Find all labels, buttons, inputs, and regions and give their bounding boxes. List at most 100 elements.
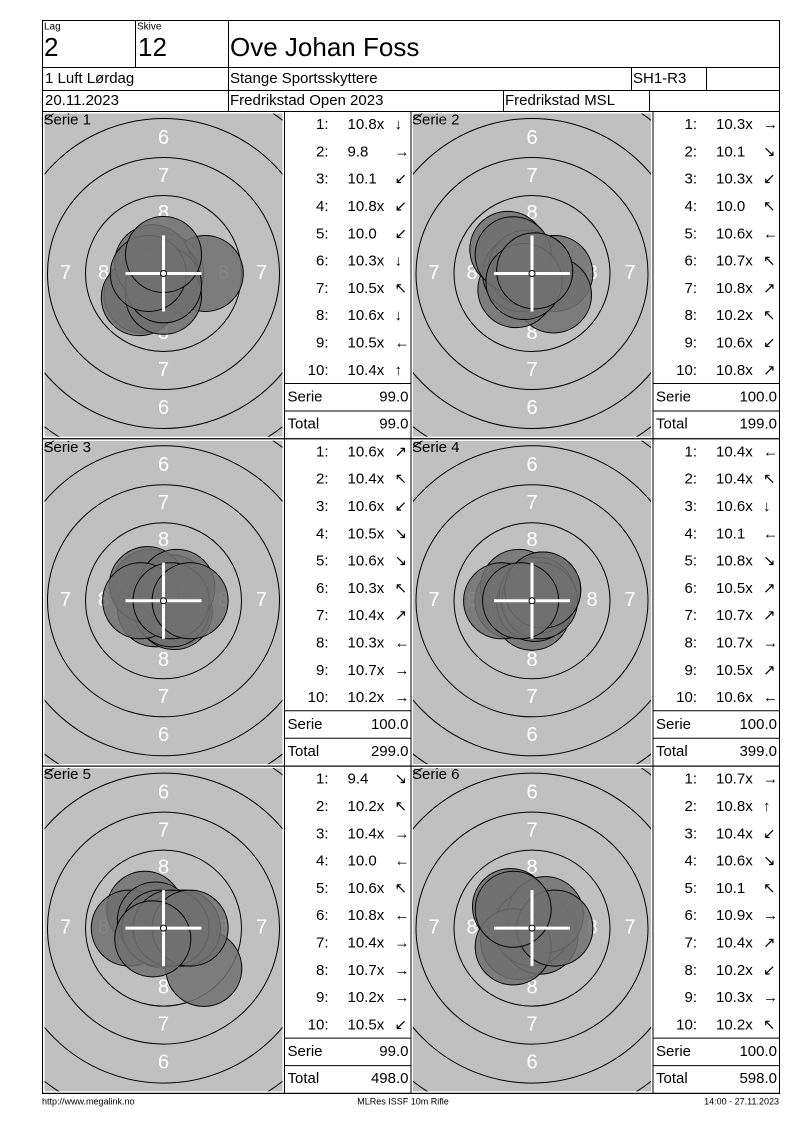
shot-number: 2:: [316, 471, 329, 488]
shot-direction: ↗: [763, 934, 776, 951]
ring: [415, 811, 649, 1045]
shot-number: 3:: [684, 825, 697, 842]
ring-label: 6: [526, 724, 537, 746]
serie-score: 100.0: [371, 716, 409, 733]
serie-score: 100.0: [739, 388, 777, 405]
shot-direction: ↙: [763, 962, 776, 979]
shot-number: 7:: [684, 607, 697, 624]
shot-direction: ↘: [763, 853, 776, 870]
shot-direction: ↖: [395, 798, 408, 815]
total-label: Total: [656, 1070, 688, 1087]
shot-number: 9:: [684, 334, 697, 351]
shot-number: 10:: [676, 362, 697, 379]
ring: [453, 195, 611, 352]
shot-score: 10.6x: [348, 498, 385, 515]
shot-number: 1:: [316, 771, 329, 788]
shot-number: 6:: [316, 907, 329, 924]
shot-score: 10.4x: [716, 471, 753, 488]
shot-score: 10.4x: [348, 825, 385, 842]
shot-score: 10.0: [348, 853, 377, 870]
shot-score: 10.5x: [348, 1016, 385, 1033]
shot-score: 10.7x: [716, 607, 753, 624]
shot-direction: ↘: [763, 553, 776, 570]
skive-label: Skive: [137, 22, 162, 33]
shot-score: 10.6x: [348, 553, 385, 570]
shot-score: 10.6x: [716, 334, 753, 351]
series-title: Serie 1: [44, 111, 92, 128]
shot-score: 10.3x: [348, 253, 385, 270]
shot-direction: →: [395, 934, 410, 951]
ring-label: 7: [624, 589, 635, 611]
shot-number: 2:: [316, 798, 329, 815]
shot-number: 2:: [684, 798, 697, 815]
serie-score: 100.0: [739, 1043, 777, 1060]
club: Stange Sportsskyttere: [230, 70, 378, 87]
shot-score: 9.8: [348, 143, 369, 160]
shot-score: 10.6x: [716, 853, 753, 870]
ring-label: 8: [586, 589, 597, 611]
shot-direction: ↙: [763, 171, 776, 188]
ring-label: 7: [256, 262, 267, 284]
shot-direction: ↗: [395, 443, 408, 460]
shot-number: 3:: [684, 498, 697, 515]
shot-number: 10:: [308, 689, 329, 706]
shot-score: 10.5x: [348, 280, 385, 297]
center: [160, 597, 167, 605]
shot-number: 9:: [684, 989, 697, 1006]
center: [528, 597, 536, 605]
shot-number: 3:: [684, 171, 697, 188]
target: 6677778888: [44, 440, 283, 765]
total-label: Total: [656, 743, 688, 760]
serie-label: Serie: [656, 388, 691, 405]
total-score: 598.0: [739, 1070, 777, 1087]
shot-direction: ↑: [395, 362, 403, 379]
target: 6677778888: [44, 768, 283, 1092]
serie-label: Serie: [288, 1043, 323, 1060]
shot-direction: ↓: [763, 498, 771, 515]
shot-direction: ↖: [763, 307, 776, 324]
ring-label: 8: [158, 202, 169, 224]
shot-direction: ←: [395, 334, 410, 351]
target: 6677778888: [413, 113, 651, 437]
shot-hole: [496, 232, 574, 310]
shot-score: 10.8x: [716, 553, 753, 570]
shot-number: 10:: [308, 1016, 329, 1033]
shot-number: 4:: [316, 198, 329, 215]
shot-score: 10.2x: [716, 307, 753, 324]
shot-direction: ←: [395, 634, 410, 651]
shot-score: 10.2x: [716, 962, 753, 979]
shot-number: 9:: [316, 334, 329, 351]
shot-number: 5:: [684, 553, 697, 570]
code: SH1-R3: [633, 70, 686, 87]
shot-number: 5:: [684, 880, 697, 897]
class: 1 Luft Lørdag: [45, 70, 134, 87]
shooter-name: Ove Johan Foss: [230, 32, 419, 62]
shot-direction: ↙: [395, 171, 408, 188]
shot-score: 10.8x: [716, 280, 753, 297]
ring-label: 7: [526, 1013, 537, 1035]
shot-direction: ↘: [763, 143, 776, 160]
ring-label: 7: [428, 262, 439, 284]
shot-score: 10.8x: [716, 362, 753, 379]
shot-number: 3:: [316, 171, 329, 188]
ring-label: 8: [158, 529, 169, 551]
shot-score: 10.6x: [716, 498, 753, 515]
shot-score: 10.8x: [348, 907, 385, 924]
skive: 12: [138, 32, 167, 62]
total-score: 199.0: [739, 415, 777, 432]
shot-number: 3:: [316, 825, 329, 842]
ring-label: 7: [158, 819, 169, 841]
date: 20.11.2023: [45, 92, 119, 109]
shot-score: 10.5x: [348, 525, 385, 542]
ring-label: 7: [158, 165, 169, 187]
shot-number: 4:: [316, 525, 329, 542]
footer-url: http://www.megalink.no: [42, 1096, 135, 1106]
shot-number: 6:: [684, 907, 697, 924]
lag: 2: [44, 32, 58, 62]
serie-score: 100.0: [739, 716, 777, 733]
ring: [47, 811, 280, 1045]
series-title: Serie 4: [412, 439, 460, 456]
target: 6677778888: [44, 113, 283, 437]
